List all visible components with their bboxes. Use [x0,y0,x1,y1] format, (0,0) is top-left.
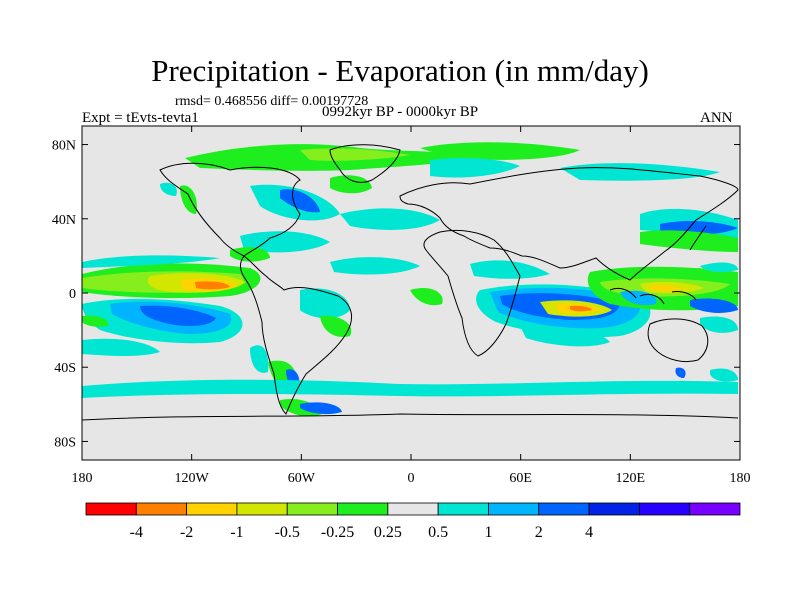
lat-tick-label: 40S [54,361,76,376]
colorbar-label: -0.25 [321,524,354,541]
colorbar-swatch [689,502,741,516]
lat-tick-label: 0 [69,287,76,302]
lat-tick-label: 40N [52,213,76,228]
colorbar-label: 4 [585,524,593,541]
lon-tick-label: 60E [509,471,532,486]
colorbar-swatch [638,502,691,516]
colorbar: -4 -2 -1 -0.5 -0.25 0.25 0.5 1 2 4 [85,502,741,541]
colorbar-swatch [437,502,489,516]
colorbar-swatch [236,502,288,516]
colorbar-label: -0.5 [275,524,300,541]
colorbar-label: 2 [535,524,543,541]
lon-tick-label: 120E [616,471,646,486]
colorbar-swatch [337,502,389,516]
colorbar-swatch [85,502,137,516]
colorbar-swatch [135,502,188,516]
colorbar-swatch [488,502,540,516]
colorbar-label: 0.25 [374,524,402,541]
anomaly-field [82,142,738,417]
experiment-label: Expt = tEvts-tevta1 [82,110,199,126]
season-label: ANN [700,110,733,126]
colorbar-label: -2 [180,524,193,541]
colorbar-swatch [538,502,590,516]
lon-tick-label: 120W [175,471,210,486]
lon-tick-label: 0 [408,471,415,486]
axis-ticks: 180 120W 60W 0 60E 120E 180 80N 40N 0 40S 80S [52,126,751,486]
period-label: 0992kyr BP - 0000kyr BP [322,104,479,120]
colorbar-swatch [588,502,640,516]
lon-tick-label: 180 [730,471,751,486]
colorbar-label: 0.5 [428,524,448,541]
colorbar-swatch [286,502,338,516]
stats-text: rmsd= 0.468556 diff= 0.00197728 [175,94,369,109]
colorbar-label: -1 [230,524,243,541]
lon-tick-label: 180 [72,471,93,486]
lat-tick-label: 80S [54,435,76,450]
lat-tick-label: 80N [52,139,76,154]
plot-title: Precipitation - Evaporation (in mm/day) [151,53,649,88]
colorbar-swatch [387,502,439,516]
colorbar-label: 1 [484,524,492,541]
coastlines [82,144,739,421]
lon-tick-label: 60W [288,471,316,486]
colorbar-swatch [186,502,238,516]
colorbar-label: -4 [130,524,143,541]
